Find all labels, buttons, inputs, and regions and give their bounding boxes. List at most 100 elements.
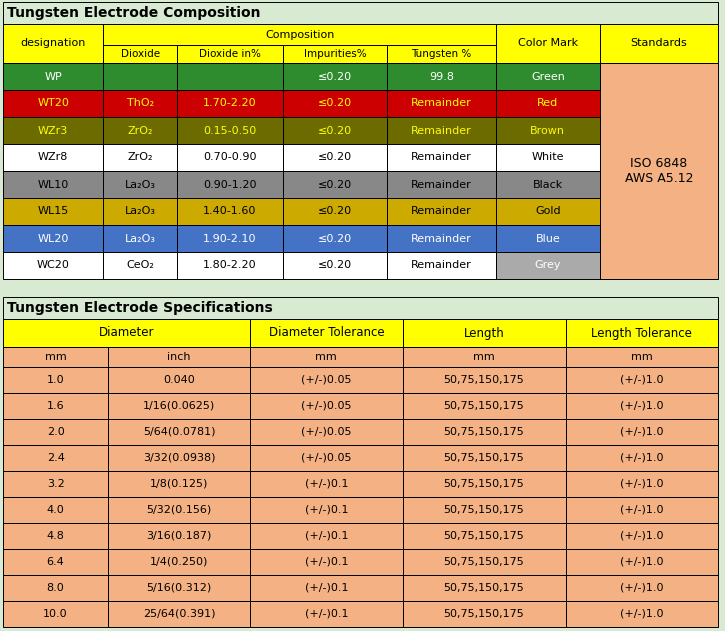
- Text: 0.15-0.50: 0.15-0.50: [203, 126, 257, 136]
- Bar: [177, 252, 283, 279]
- Text: Brown: Brown: [530, 126, 566, 136]
- Text: Gold: Gold: [535, 206, 560, 216]
- Bar: [3, 549, 108, 575]
- Text: WP: WP: [44, 71, 62, 81]
- Text: Length Tolerance: Length Tolerance: [592, 326, 692, 339]
- Text: (+/-)1.0: (+/-)1.0: [620, 609, 663, 619]
- Text: 50,75,150,175: 50,75,150,175: [444, 531, 524, 541]
- Text: (+/-)0.1: (+/-)0.1: [304, 583, 348, 593]
- Text: (+/-)0.1: (+/-)0.1: [304, 557, 348, 567]
- Text: Green: Green: [531, 71, 565, 81]
- Text: designation: designation: [20, 38, 86, 49]
- Bar: [104, 117, 177, 144]
- Bar: [496, 90, 600, 117]
- Text: ISO 6848
AWS A5.12: ISO 6848 AWS A5.12: [625, 157, 693, 185]
- Text: Tungsten Electrode Specifications: Tungsten Electrode Specifications: [7, 301, 273, 315]
- Bar: [566, 419, 718, 445]
- Bar: [3, 471, 108, 497]
- Text: (+/-)1.0: (+/-)1.0: [620, 401, 663, 411]
- Text: Red: Red: [537, 98, 558, 109]
- Text: Remainder: Remainder: [411, 206, 472, 216]
- Bar: [283, 45, 387, 63]
- Bar: [283, 117, 387, 144]
- Bar: [177, 90, 283, 117]
- Text: ≤0.20: ≤0.20: [318, 126, 352, 136]
- Bar: [3, 252, 104, 279]
- Text: 4.0: 4.0: [46, 505, 65, 515]
- Text: 1/8(0.125): 1/8(0.125): [150, 479, 208, 489]
- Bar: [3, 90, 104, 117]
- Text: (+/-)0.1: (+/-)0.1: [304, 609, 348, 619]
- Text: (+/-)0.05: (+/-)0.05: [301, 401, 352, 411]
- Bar: [387, 225, 496, 252]
- Bar: [496, 144, 600, 171]
- Bar: [104, 24, 496, 45]
- Bar: [104, 171, 177, 198]
- Bar: [3, 198, 104, 225]
- Bar: [3, 297, 718, 319]
- Text: 5/16(0.312): 5/16(0.312): [146, 583, 212, 593]
- Text: La₂O₃: La₂O₃: [125, 206, 156, 216]
- Bar: [566, 601, 718, 627]
- Bar: [496, 198, 600, 225]
- Text: (+/-)0.1: (+/-)0.1: [304, 531, 348, 541]
- Text: 1.0: 1.0: [46, 375, 65, 385]
- Bar: [177, 63, 283, 90]
- Text: (+/-)0.05: (+/-)0.05: [301, 427, 352, 437]
- Text: Black: Black: [533, 179, 563, 189]
- Text: 1.90-2.10: 1.90-2.10: [203, 233, 257, 244]
- Text: La₂O₃: La₂O₃: [125, 179, 156, 189]
- Bar: [387, 90, 496, 117]
- Text: 25/64(0.391): 25/64(0.391): [143, 609, 215, 619]
- Bar: [283, 63, 387, 90]
- Bar: [566, 575, 718, 601]
- Text: 1.70-2.20: 1.70-2.20: [203, 98, 257, 109]
- Bar: [104, 90, 177, 117]
- Text: Color Mark: Color Mark: [518, 38, 578, 49]
- Bar: [250, 445, 402, 471]
- Text: (+/-)1.0: (+/-)1.0: [620, 505, 663, 515]
- Text: 8.0: 8.0: [46, 583, 65, 593]
- Text: 0.90-1.20: 0.90-1.20: [203, 179, 257, 189]
- Text: WZr8: WZr8: [38, 153, 68, 163]
- Text: CeO₂: CeO₂: [126, 261, 154, 271]
- Bar: [566, 445, 718, 471]
- Bar: [104, 63, 177, 90]
- Bar: [283, 198, 387, 225]
- Text: ≤0.20: ≤0.20: [318, 261, 352, 271]
- Bar: [3, 171, 104, 198]
- Bar: [496, 63, 600, 90]
- Text: Remainder: Remainder: [411, 126, 472, 136]
- Bar: [177, 45, 283, 63]
- Text: 2.4: 2.4: [46, 453, 65, 463]
- Bar: [108, 347, 250, 367]
- Bar: [283, 144, 387, 171]
- Text: ≤0.20: ≤0.20: [318, 206, 352, 216]
- Text: Dioxide in%: Dioxide in%: [199, 49, 261, 59]
- Text: 50,75,150,175: 50,75,150,175: [444, 401, 524, 411]
- Bar: [3, 419, 108, 445]
- Bar: [250, 347, 402, 367]
- Bar: [402, 471, 566, 497]
- Bar: [3, 523, 108, 549]
- Bar: [3, 24, 104, 63]
- Text: ≤0.20: ≤0.20: [318, 153, 352, 163]
- Bar: [402, 523, 566, 549]
- Text: Length: Length: [464, 326, 505, 339]
- Bar: [387, 171, 496, 198]
- Bar: [402, 393, 566, 419]
- Text: Grey: Grey: [534, 261, 561, 271]
- Bar: [566, 549, 718, 575]
- Text: ≤0.20: ≤0.20: [318, 71, 352, 81]
- Text: (+/-)1.0: (+/-)1.0: [620, 453, 663, 463]
- Text: Remainder: Remainder: [411, 98, 472, 109]
- Bar: [177, 144, 283, 171]
- Text: (+/-)1.0: (+/-)1.0: [620, 583, 663, 593]
- Bar: [250, 419, 402, 445]
- Bar: [3, 117, 104, 144]
- Bar: [283, 225, 387, 252]
- Bar: [104, 45, 177, 63]
- Bar: [3, 347, 108, 367]
- Bar: [3, 445, 108, 471]
- Text: Remainder: Remainder: [411, 261, 472, 271]
